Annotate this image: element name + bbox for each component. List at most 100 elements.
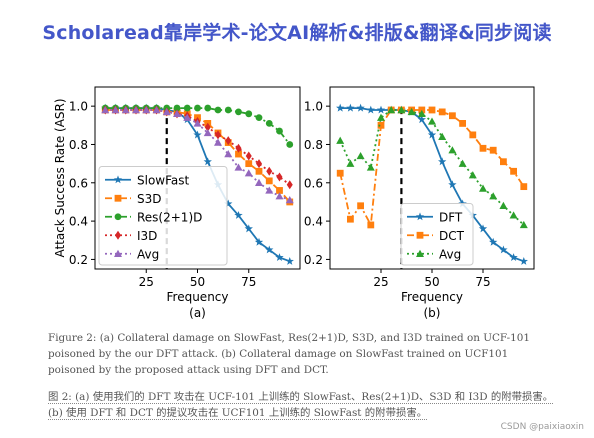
chart-panel-b: 25 50 75 0.2 0.4 0.6 0.8 1.0 Frequency (b) DFT DCT A… (304, 86, 535, 320)
y-axis-label: Attack Success Rate (ASR) (53, 98, 67, 257)
data-point (479, 184, 487, 192)
data-point (366, 105, 375, 114)
data-point (449, 112, 456, 120)
legend-label: Avg (137, 247, 159, 261)
y-tick-label: 0.6 (304, 176, 323, 190)
data-point (428, 117, 436, 125)
data-point (286, 141, 294, 148)
y-tick-label: 0.6 (69, 176, 88, 190)
x-tick-label: 75 (241, 275, 256, 289)
data-point (366, 163, 375, 171)
series-avg (101, 105, 294, 204)
data-point (438, 108, 446, 116)
legend-swatch-marker (115, 230, 121, 240)
data-point (336, 136, 345, 144)
data-point (111, 105, 120, 114)
legend-label: Avg (439, 247, 461, 261)
chart-panel-a: 25 50 75 0.2 0.4 0.6 0.8 1.0 Frequency (a) Attack … (53, 86, 301, 320)
x-tick-label: 75 (475, 275, 490, 289)
data-point (193, 130, 202, 139)
data-point (255, 178, 263, 186)
banner-title: Scholaread靠岸学术-论文AI解析&排版&翻译&同步阅读 (42, 21, 552, 44)
x-axis-label: Frequency (167, 290, 229, 304)
data-point (459, 120, 466, 127)
data-point (204, 122, 211, 132)
data-point (255, 114, 263, 122)
data-point (427, 130, 437, 139)
data-point (347, 215, 354, 223)
data-point (275, 192, 284, 200)
data-point (266, 166, 273, 176)
data-point (245, 151, 252, 161)
data-point (346, 103, 355, 112)
data-point (132, 105, 140, 114)
data-point (377, 113, 385, 121)
data-point (244, 169, 253, 177)
data-point (377, 121, 385, 129)
data-point (225, 136, 232, 146)
data-point (265, 186, 274, 194)
data-point (356, 103, 365, 112)
data-point (203, 128, 212, 137)
legend-box (98, 166, 228, 266)
data-point (204, 104, 212, 112)
data-point (255, 167, 263, 175)
data-point (357, 202, 364, 210)
data-point (254, 237, 264, 246)
x-tick-label: 25 (139, 275, 154, 289)
data-point (500, 158, 507, 166)
legend-swatch-marker (415, 212, 425, 221)
data-point (234, 163, 243, 171)
data-point (183, 104, 191, 112)
data-point (407, 107, 416, 116)
data-point (244, 224, 253, 233)
data-point (245, 110, 253, 118)
data-point (346, 159, 355, 167)
data-point (235, 108, 242, 116)
y-tick-label: 0.2 (69, 253, 88, 267)
data-point (519, 256, 528, 265)
legend-label: Res(2+1)D (137, 210, 202, 224)
data-point (376, 105, 386, 114)
data-point (162, 107, 171, 116)
data-point (215, 130, 221, 140)
data-point (336, 169, 344, 177)
data-point (194, 104, 201, 112)
data-point (367, 221, 375, 229)
x-tick-label: 25 (373, 275, 388, 289)
legend-swatch-marker (114, 213, 122, 221)
banner: Scholaread靠岸学术-论文AI解析&排版&翻译&同步阅读 (0, 0, 594, 62)
data-point (234, 210, 243, 219)
data-point (203, 157, 212, 166)
watermark: CSDN @paixiaoxin (500, 422, 584, 432)
data-point (387, 105, 396, 114)
figure-caption-english: Figure 2: (a) Collateral damage on SlowF… (48, 332, 531, 376)
y-tick-label: 0.8 (69, 138, 88, 152)
y-tick-label: 0.8 (304, 138, 323, 152)
legend: SlowFast S3D Res(2+1)D I3D Avg (98, 166, 228, 266)
y-tick-label: 0.2 (304, 253, 323, 267)
panel-label: (b) (424, 306, 441, 320)
data-point (448, 146, 457, 154)
legend-swatch-marker (114, 194, 122, 202)
data-point (256, 159, 262, 169)
data-point (285, 256, 294, 265)
data-point (152, 105, 161, 114)
data-point (276, 187, 283, 194)
panel-label: (a) (189, 306, 206, 320)
data-point (265, 245, 274, 254)
data-point (276, 127, 283, 135)
legend-swatch-marker (416, 231, 424, 239)
y-tick-label: 1.0 (69, 100, 88, 114)
y-tick-label: 1.0 (304, 100, 323, 114)
legend-label: SlowFast (137, 173, 190, 187)
data-point (468, 171, 477, 179)
legend-label: DFT (439, 210, 463, 224)
data-point (509, 253, 518, 262)
legend-swatch-marker (416, 249, 424, 257)
caption-translation-text[interactable]: 图 2: (a) 使用我们的 DFT 攻击在 UCF-101 上训练的 Slow… (48, 391, 554, 420)
x-tick-label: 50 (424, 275, 439, 289)
data-point (142, 105, 151, 114)
data-point (275, 253, 284, 262)
data-point (224, 199, 233, 208)
